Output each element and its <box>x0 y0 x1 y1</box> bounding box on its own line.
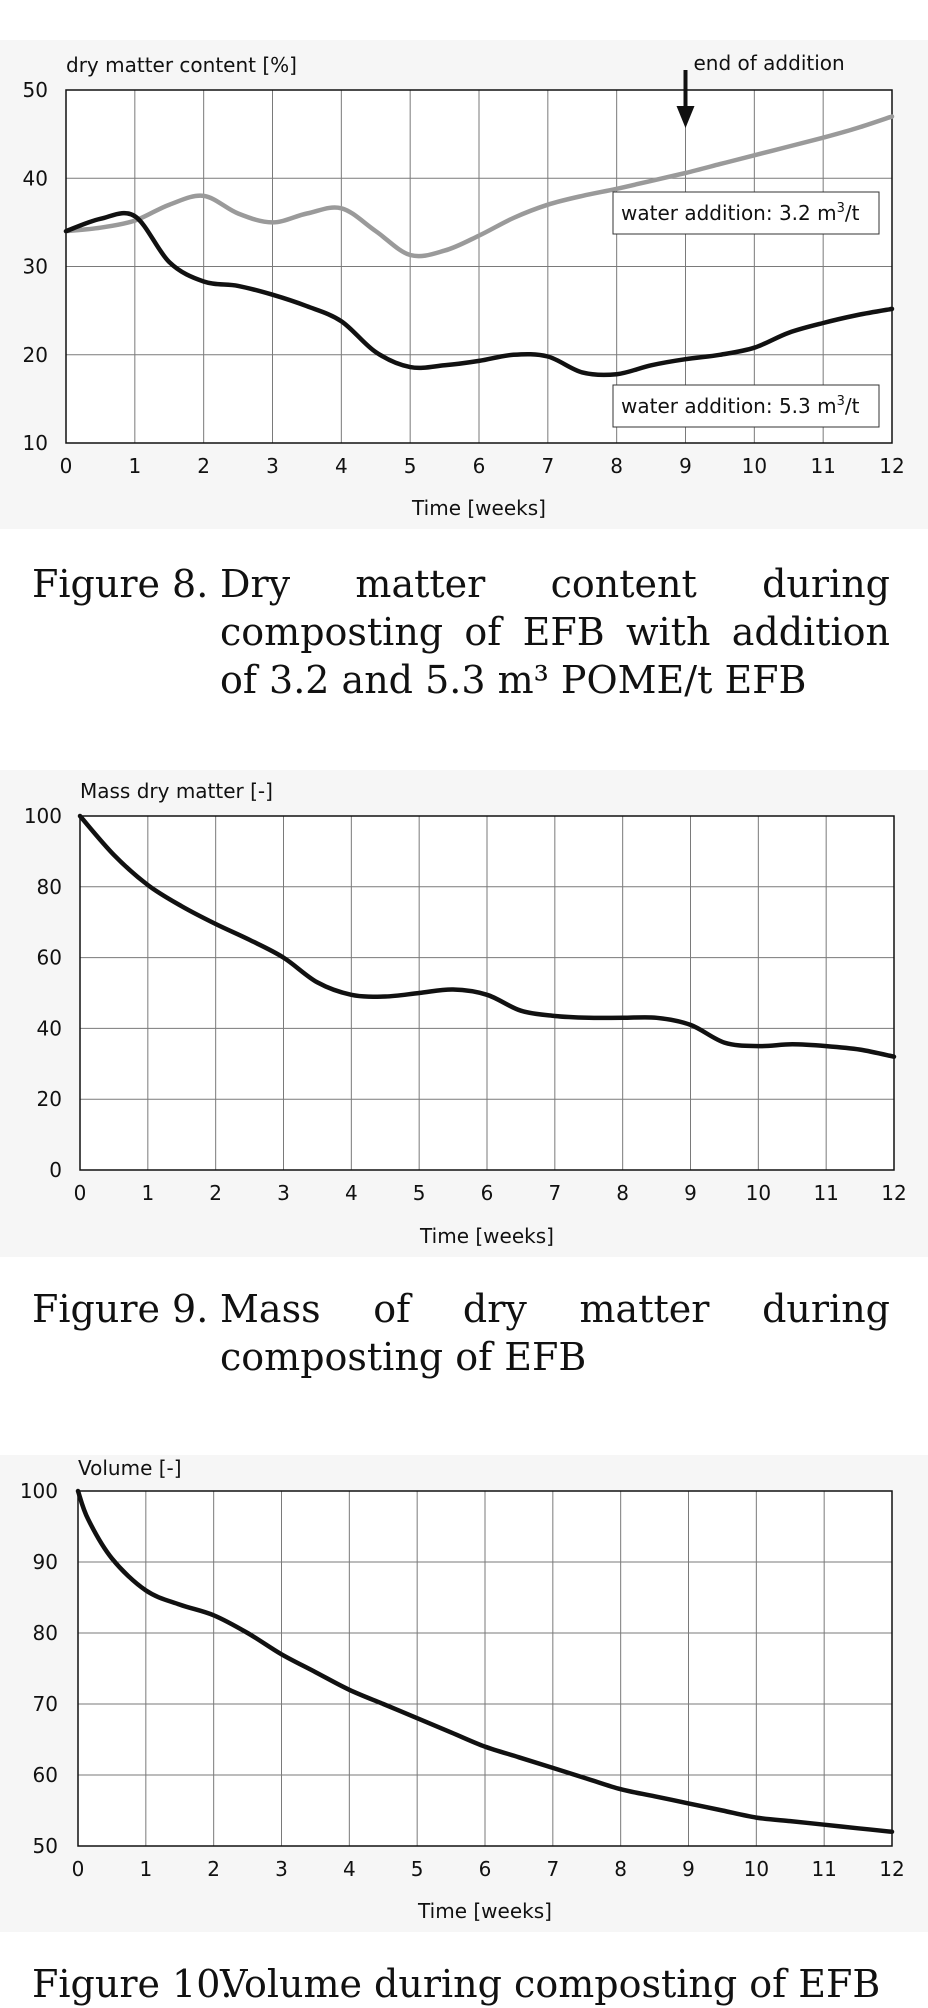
x-tick-label: 3 <box>266 454 279 478</box>
x-tick-label: 3 <box>275 1857 288 1881</box>
x-tick-label: 12 <box>879 454 904 478</box>
x-axis-title: Time [weeks] <box>411 496 546 520</box>
x-tick-label: 0 <box>72 1857 85 1881</box>
x-tick-label: 6 <box>481 1181 494 1205</box>
y-tick-label: 100 <box>24 804 62 828</box>
caption-figure-10: Figure 10. Volume during composting of E… <box>32 1960 912 2008</box>
x-tick-label: 6 <box>479 1857 492 1881</box>
y-tick-label: 60 <box>33 1763 58 1787</box>
y-tick-label: 60 <box>37 946 62 970</box>
y-tick-label: 50 <box>33 1834 58 1858</box>
x-tick-label: 4 <box>335 454 348 478</box>
legend-text: water addition: 5.3 m3/t <box>621 394 860 418</box>
x-tick-label: 8 <box>610 454 623 478</box>
x-tick-label: 4 <box>343 1857 356 1881</box>
y-tick-label: 70 <box>33 1692 58 1716</box>
caption-text: Volume during composting of EFB <box>220 1960 890 2008</box>
x-tick-label: 5 <box>413 1181 426 1205</box>
x-tick-label: 5 <box>411 1857 424 1881</box>
x-tick-label: 1 <box>141 1181 154 1205</box>
y-tick-label: 30 <box>23 255 48 279</box>
x-tick-label: 2 <box>207 1857 220 1881</box>
x-tick-label: 11 <box>811 1857 836 1881</box>
x-tick-label: 2 <box>197 454 210 478</box>
x-tick-label: 1 <box>128 454 141 478</box>
x-tick-label: 0 <box>74 1181 87 1205</box>
caption-figure-9: Figure 9. Mass of dry matter during comp… <box>32 1285 912 1385</box>
x-tick-label: 10 <box>744 1857 769 1881</box>
y-tick-label: 50 <box>23 78 48 102</box>
caption-label: Figure 9. <box>32 1285 208 1333</box>
x-axis-title: Time [weeks] <box>419 1224 554 1248</box>
x-tick-label: 6 <box>473 454 486 478</box>
y-tick-label: 0 <box>49 1158 62 1182</box>
y-tick-label: 80 <box>33 1621 58 1645</box>
x-tick-label: 11 <box>813 1181 838 1205</box>
x-tick-label: 9 <box>684 1181 697 1205</box>
caption-figure-8: Figure 8. Dry matter content during comp… <box>32 560 912 710</box>
legend-water-addition-3-2: water addition: 3.2 m3/t <box>613 192 879 234</box>
legend-text: water addition: 3.2 m3/t <box>621 201 860 225</box>
caption-text: Mass of dry matter during composting of … <box>220 1285 890 1381</box>
y-tick-label: 40 <box>37 1016 62 1040</box>
legend-water-addition-5-3: water addition: 5.3 m3/t <box>613 385 879 427</box>
x-tick-label: 9 <box>682 1857 695 1881</box>
x-tick-label: 10 <box>742 454 767 478</box>
y-axis-title: Mass dry matter [-] <box>80 779 273 803</box>
x-tick-label: 1 <box>139 1857 152 1881</box>
x-tick-label: 9 <box>679 454 692 478</box>
x-tick-label: 7 <box>546 1857 559 1881</box>
x-tick-label: 11 <box>810 454 835 478</box>
x-tick-label: 12 <box>881 1181 906 1205</box>
end-of-addition-label: end of addition <box>694 51 845 75</box>
x-tick-label: 7 <box>541 454 554 478</box>
caption-label: Figure 8. <box>32 560 208 608</box>
x-tick-label: 5 <box>404 454 417 478</box>
caption-text: Dry matter content during composting of … <box>220 560 890 704</box>
y-tick-label: 20 <box>37 1087 62 1111</box>
y-tick-label: 40 <box>23 166 48 190</box>
y-tick-label: 20 <box>23 343 48 367</box>
y-tick-label: 80 <box>37 875 62 899</box>
x-tick-label: 0 <box>60 454 73 478</box>
x-tick-label: 8 <box>616 1181 629 1205</box>
x-tick-label: 2 <box>209 1181 222 1205</box>
y-axis-title: dry matter content [%] <box>66 53 297 77</box>
y-axis-title: Volume [-] <box>78 1456 182 1480</box>
x-tick-label: 4 <box>345 1181 358 1205</box>
y-tick-label: 100 <box>20 1479 58 1503</box>
x-tick-label: 8 <box>614 1857 627 1881</box>
caption-label: Figure 10. <box>32 1960 232 2008</box>
x-tick-label: 7 <box>548 1181 561 1205</box>
y-tick-label: 10 <box>23 431 48 455</box>
x-tick-label: 3 <box>277 1181 290 1205</box>
y-tick-label: 90 <box>33 1550 58 1574</box>
x-axis-title: Time [weeks] <box>417 1899 552 1923</box>
x-tick-label: 12 <box>879 1857 904 1881</box>
x-tick-label: 10 <box>746 1181 771 1205</box>
